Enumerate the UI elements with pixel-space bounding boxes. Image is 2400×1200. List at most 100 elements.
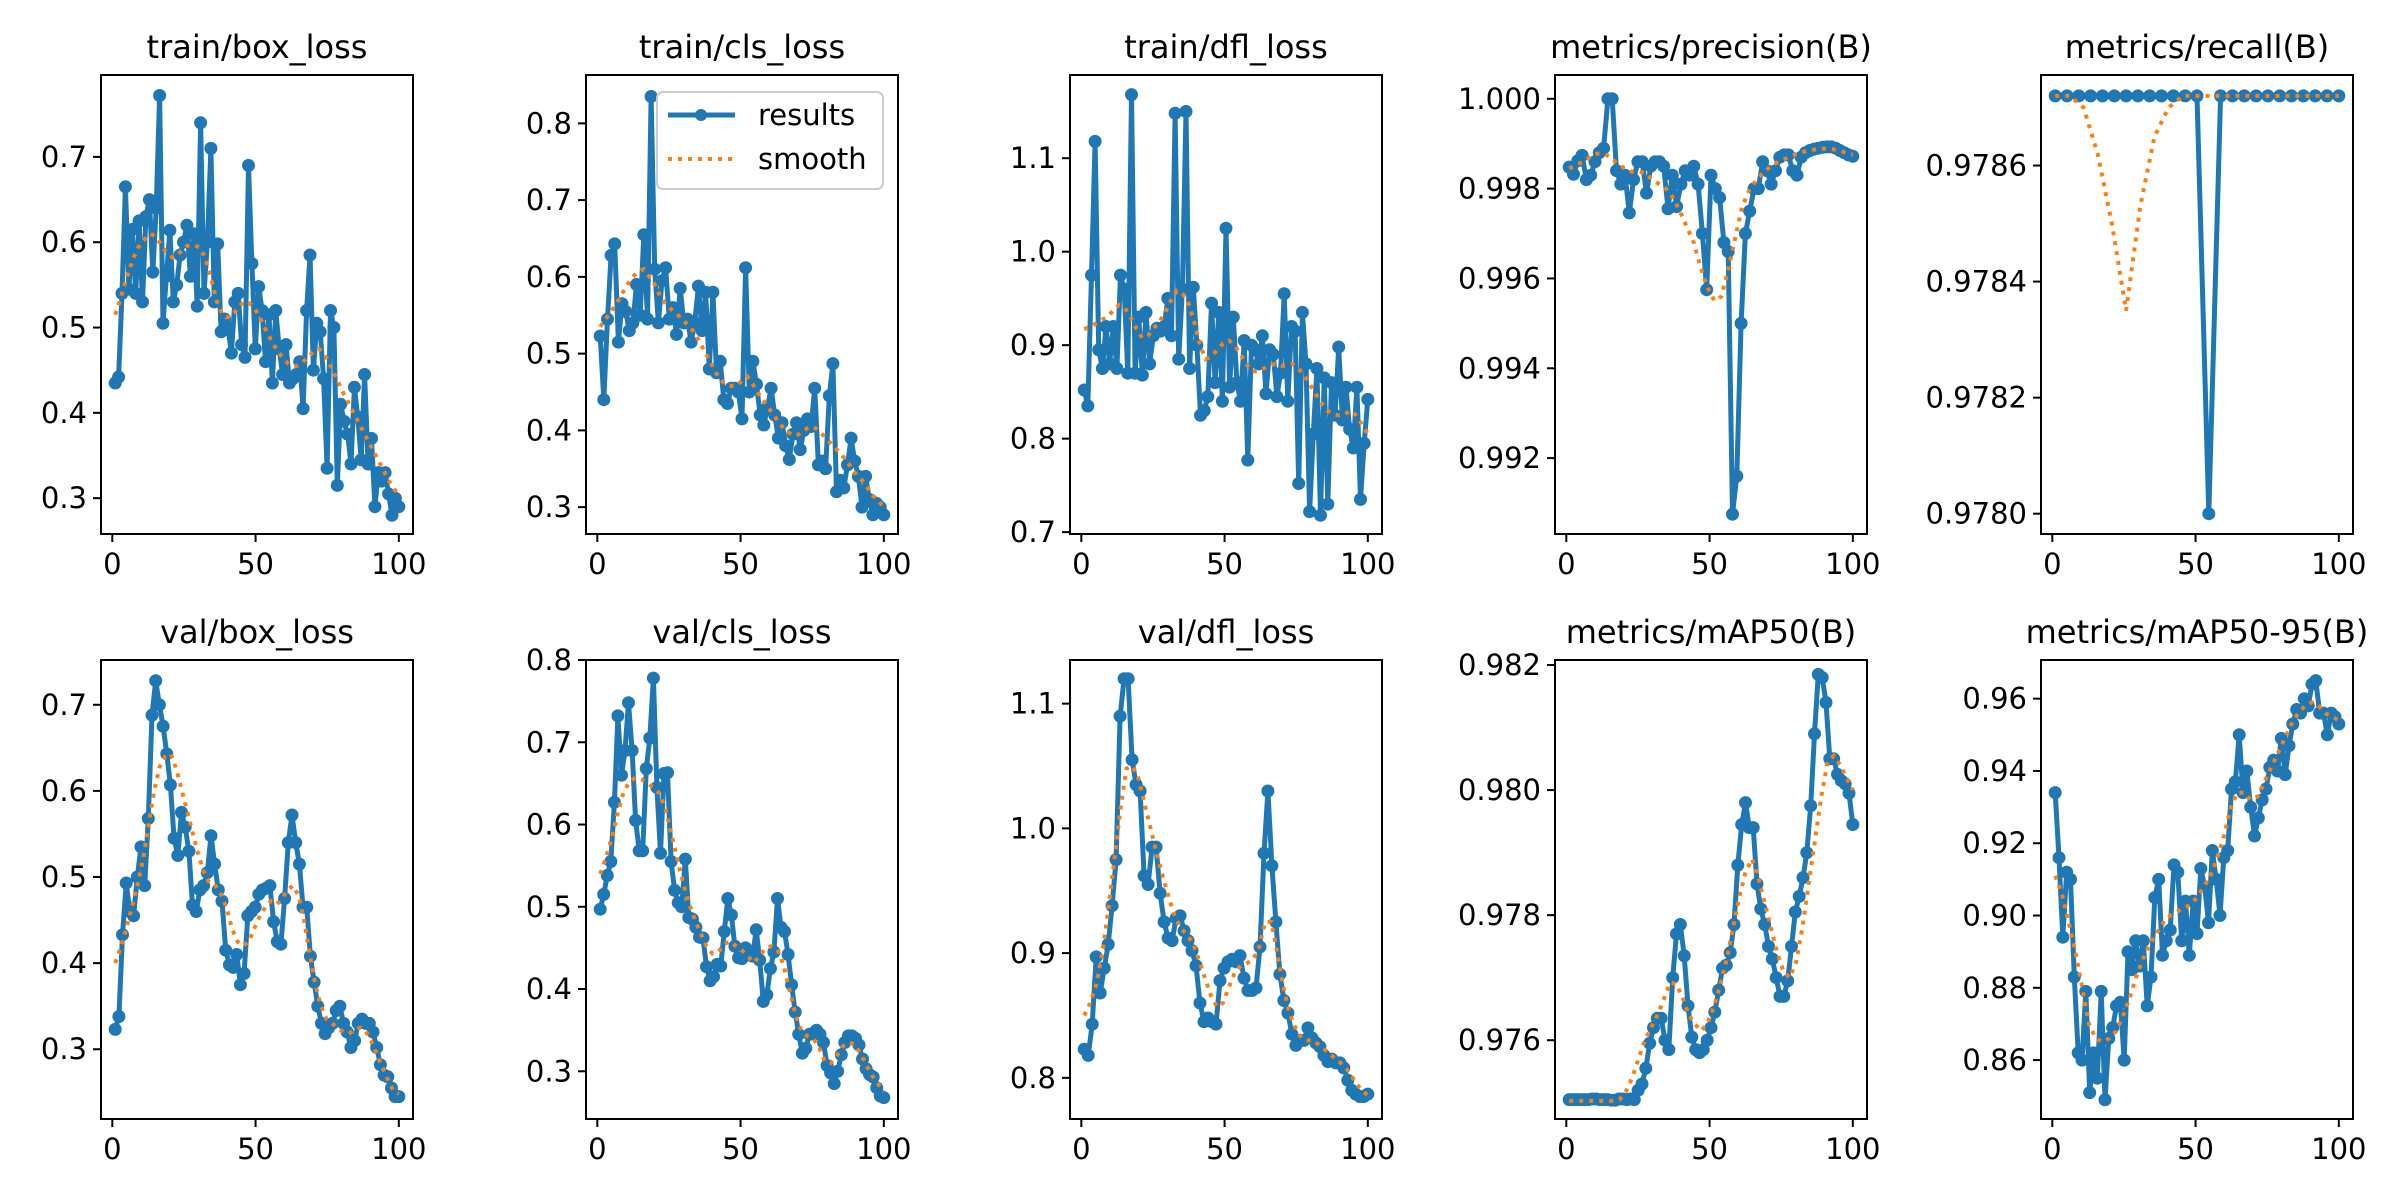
data-point: [2084, 89, 2098, 103]
data-point: [358, 368, 372, 381]
data-point: [189, 905, 203, 918]
y-tick-label: 0.3: [526, 1054, 572, 1088]
data-point: [215, 894, 229, 908]
data-point: [1306, 427, 1320, 441]
data-point: [731, 385, 745, 399]
data-point: [1301, 1021, 1315, 1035]
data-point: [171, 849, 185, 862]
data-point: [2296, 89, 2310, 103]
data-point: [1788, 905, 1802, 919]
data-point: [1765, 952, 1779, 966]
data-point: [2098, 1093, 2112, 1107]
data-point: [1354, 492, 1367, 506]
data-point: [1785, 939, 1798, 953]
data-point: [351, 410, 365, 424]
x-tick-label: 50: [1691, 547, 1728, 581]
data-point: [655, 274, 669, 288]
y-tick-label: 1.0: [1010, 235, 1056, 269]
data-point: [695, 324, 709, 338]
data-point: [344, 457, 358, 471]
x-tick-label: 0: [588, 1132, 606, 1166]
data-point: [597, 393, 611, 407]
data-point: [2143, 89, 2157, 103]
data-point: [252, 280, 266, 294]
plot-area: [2048, 89, 2346, 521]
data-point: [775, 416, 789, 430]
data-point: [341, 427, 355, 441]
data-point: [138, 879, 152, 893]
data-point: [2083, 1086, 2097, 1100]
subplot-metrics-map50-b: metrics/mAP50(B) 0 50 100 0.976 0.978 0.980 0.9…: [1458, 613, 1881, 1166]
data-point: [2182, 948, 2196, 962]
subplot-train-dfl-loss: train/dfl_loss 0 50 100 0.7 0.8 0.9 1.0 1.1: [1010, 28, 1396, 581]
plot-area: [593, 90, 891, 522]
plot-area: [1562, 667, 1860, 1107]
data-point: [1804, 799, 1818, 813]
data-point: [706, 285, 720, 299]
data-point: [1769, 164, 1782, 178]
data-point: [1796, 871, 1810, 885]
data-point: [1640, 186, 1653, 200]
data-point: [2248, 829, 2261, 843]
data-point: [2090, 1071, 2104, 1085]
data-point: [1643, 1036, 1657, 1050]
x-tick-label: 0: [2043, 547, 2061, 581]
data-point: [2113, 995, 2127, 1009]
series-line-smooth: [1568, 146, 1854, 304]
data-point: [1321, 497, 1335, 511]
data-point: [1213, 974, 1227, 988]
data-point: [1734, 316, 1748, 330]
data-point: [611, 335, 625, 349]
data-point: [771, 892, 784, 905]
data-point: [852, 1038, 866, 1052]
subplot-metrics-precision-b: metrics/precision(B) 0 50 100 0.992 0.994 0.99…: [1458, 28, 1881, 581]
data-point: [648, 262, 662, 276]
data-point: [1357, 436, 1371, 450]
x-tick-label: 0: [1072, 1132, 1090, 1166]
x-tick-label: 50: [1206, 1132, 1243, 1166]
data-point: [1226, 310, 1240, 324]
y-tick-label: 0.8: [1010, 1061, 1056, 1095]
data-point: [1281, 394, 1295, 408]
subplot-title: train/box_loss: [147, 28, 368, 66]
series-line-smooth: [113, 751, 400, 1096]
data-point: [208, 857, 222, 871]
x-tick-label: 0: [103, 1132, 121, 1166]
data-point: [1567, 167, 1580, 181]
data-point: [245, 257, 259, 270]
data-point: [2282, 739, 2296, 753]
data-point: [194, 116, 208, 130]
series-line-results: [597, 675, 885, 1100]
series-line-results: [113, 93, 402, 518]
data-point: [340, 1025, 354, 1039]
y-tick-label: 1.1: [1010, 141, 1056, 175]
data-point: [593, 902, 607, 916]
data-point: [1161, 291, 1175, 305]
axes-frame: [1069, 74, 1383, 535]
x-tick-label: 50: [1691, 1132, 1728, 1166]
data-point: [238, 350, 252, 364]
data-point: [163, 778, 177, 792]
data-point: [735, 412, 749, 426]
data-point: [1143, 357, 1157, 371]
data-point: [2278, 768, 2292, 782]
data-point: [248, 342, 262, 356]
data-point: [1186, 280, 1200, 294]
subplot-title: metrics/recall(B): [2065, 28, 2330, 66]
data-point: [1687, 159, 1701, 173]
data-point: [844, 431, 858, 445]
data-point: [237, 967, 251, 980]
subplot-title: train/cls_loss: [639, 28, 845, 66]
data-point: [678, 852, 692, 866]
data-point: [197, 286, 211, 300]
data-point: [2209, 872, 2223, 886]
y-tick-label: 0.998: [1458, 172, 1541, 206]
x-tick-label: 50: [237, 1132, 274, 1166]
data-point: [1708, 1005, 1722, 1019]
data-point: [392, 1090, 406, 1104]
data-point: [146, 265, 160, 279]
data-point: [2186, 894, 2200, 908]
data-point: [1754, 902, 1768, 916]
data-point: [2232, 728, 2246, 742]
